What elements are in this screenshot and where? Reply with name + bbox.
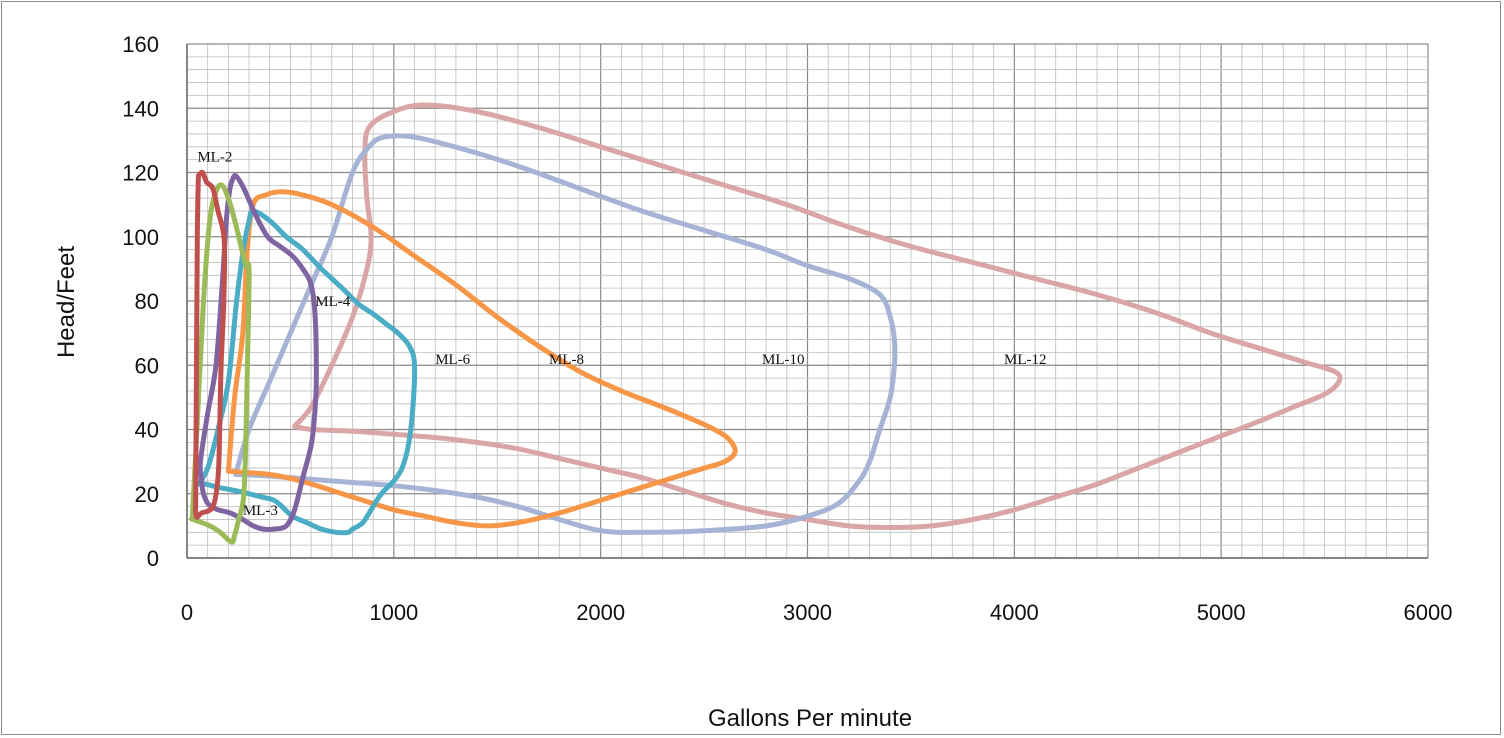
y-tick-label: 20 [135, 482, 159, 507]
curve-ml-4 [197, 173, 319, 532]
curve-ml-2 [193, 169, 228, 520]
series-label-ml-3: ML-3 [243, 503, 278, 519]
y-tick-label: 60 [135, 353, 159, 378]
x-axis-title: Gallons Per minute [708, 705, 912, 732]
y-tick-label: 0 [147, 546, 159, 571]
y-tick-label: 100 [122, 225, 159, 250]
x-tick-label: 3000 [783, 600, 832, 625]
series-label-ml-8: ML-8 [549, 352, 584, 368]
tick-labels: 0 1000 2000 3000 4000 5000 6000 0 20 40 60 80 100 120… [122, 32, 1452, 625]
x-tick-label: 5000 [1197, 600, 1246, 625]
series-label-ml-4: ML-4 [315, 294, 350, 310]
series-label-ml-10: ML-10 [762, 352, 805, 368]
series-curves [189, 102, 1343, 545]
curve-ml-12 [292, 102, 1343, 530]
series-label-ml-6: ML-6 [435, 352, 470, 368]
y-tick-label: 140 [122, 96, 159, 121]
y-tick-label: 40 [135, 418, 159, 443]
x-tick-label: 6000 [1404, 600, 1453, 625]
curve-ml-10 [233, 133, 898, 535]
x-tick-label: 4000 [990, 600, 1039, 625]
curve-ml-6 [195, 208, 418, 536]
series-label-ml-2: ML-2 [197, 149, 232, 165]
series-label-ml-12: ML-12 [1004, 352, 1047, 368]
y-axis-title: Head/Feet [53, 246, 80, 358]
y-tick-label: 120 [122, 161, 159, 186]
series-labels: ML-2 ML-3 ML-4 ML-6 ML-8 ML-10 ML-12 [197, 149, 1046, 518]
curve-ml-3 [189, 182, 252, 545]
x-tick-label: 1000 [369, 600, 418, 625]
y-tick-label: 160 [122, 32, 159, 57]
x-tick-label: 2000 [576, 600, 625, 625]
x-tick-label: 0 [181, 600, 193, 625]
curve-ml-8 [225, 189, 738, 529]
y-tick-label: 80 [135, 289, 159, 314]
